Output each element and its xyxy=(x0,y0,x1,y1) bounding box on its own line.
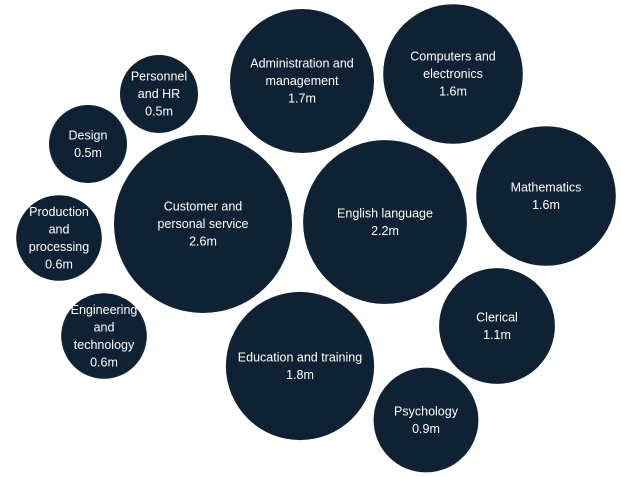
bubble-value-label: 2.2m xyxy=(371,224,399,238)
bubble-circle xyxy=(230,9,374,153)
bubble-label-line: Clerical xyxy=(476,310,518,324)
bubble-label-line: processing xyxy=(29,240,89,254)
bubble-customer-and-personal-service: Customer and personal service 2.6m xyxy=(114,135,292,313)
bubble-computers-and-electronics: Computers and electronics 1.6m xyxy=(383,4,523,144)
bubble-circle xyxy=(225,291,375,441)
bubble-label-line: Administration and xyxy=(250,57,354,71)
bubble-circle xyxy=(383,4,523,144)
bubble-clerical: Clerical 1.1m xyxy=(439,268,555,384)
bubble-label-line: Personnel xyxy=(131,70,187,84)
bubble-personnel-and-hr: Personnel and HR 0.5m xyxy=(120,55,198,133)
bubble-circle xyxy=(61,293,147,379)
bubble-label-line: Production xyxy=(29,205,89,219)
bubble-value-label: 0.6m xyxy=(90,355,118,369)
bubble-label-line: personal service xyxy=(157,217,248,231)
bubble-administration-and-management: Administration and management 1.7m xyxy=(230,9,374,153)
bubble-value-label: 2.6m xyxy=(189,235,217,249)
bubble-value-label: 1.6m xyxy=(532,198,560,212)
bubble-circle xyxy=(49,105,127,183)
bubble-label-line: technology xyxy=(74,338,135,352)
bubble-label-line: Design xyxy=(69,128,108,142)
bubble-value-label: 0.5m xyxy=(145,105,173,119)
bubble-label-line: Mathematics xyxy=(511,180,582,194)
bubble-circle xyxy=(120,55,198,133)
bubble-label-line: Customer and xyxy=(164,200,243,214)
bubble-value-label: 0.6m xyxy=(45,257,73,271)
bubble-value-label: 1.7m xyxy=(288,92,316,106)
bubble-value-label: 1.6m xyxy=(439,85,467,99)
bubble-label-line: Engineering xyxy=(71,303,138,317)
bubble-psychology: Psychology 0.9m xyxy=(373,367,479,473)
bubble-label-line: Psychology xyxy=(394,404,459,418)
bubble-value-label: 1.1m xyxy=(483,328,511,342)
bubble-circle xyxy=(476,126,616,266)
bubble-label-line: and HR xyxy=(138,87,180,101)
bubble-label-line: English language xyxy=(337,206,433,220)
bubble-value-label: 0.9m xyxy=(412,422,440,436)
bubble-value-label: 1.8m xyxy=(286,368,314,382)
bubble-production-and-processing: Production and processing 0.6m xyxy=(16,195,102,281)
bubble-english-language: English language 2.2m xyxy=(303,140,467,304)
bubble-label-line: Computers and xyxy=(410,50,496,64)
bubble-circle xyxy=(114,135,292,313)
bubble-circle xyxy=(373,367,479,473)
bubble-design: Design 0.5m xyxy=(49,105,127,183)
bubble-education-and-training: Education and training 1.8m xyxy=(225,291,375,441)
bubble-engineering-and-technology: Engineering and technology 0.6m xyxy=(61,293,147,379)
bubble-label-line: Education and training xyxy=(238,350,362,364)
bubble-label-line: and xyxy=(49,222,70,236)
bubble-mathematics: Mathematics 1.6m xyxy=(476,126,616,266)
bubble-circle xyxy=(303,140,467,304)
bubble-label-line: electronics xyxy=(423,67,483,81)
bubble-value-label: 0.5m xyxy=(74,146,102,160)
bubble-circle xyxy=(16,195,102,281)
bubble-label-line: management xyxy=(266,74,339,88)
bubble-label-line: and xyxy=(94,320,115,334)
bubble-circle xyxy=(439,268,555,384)
